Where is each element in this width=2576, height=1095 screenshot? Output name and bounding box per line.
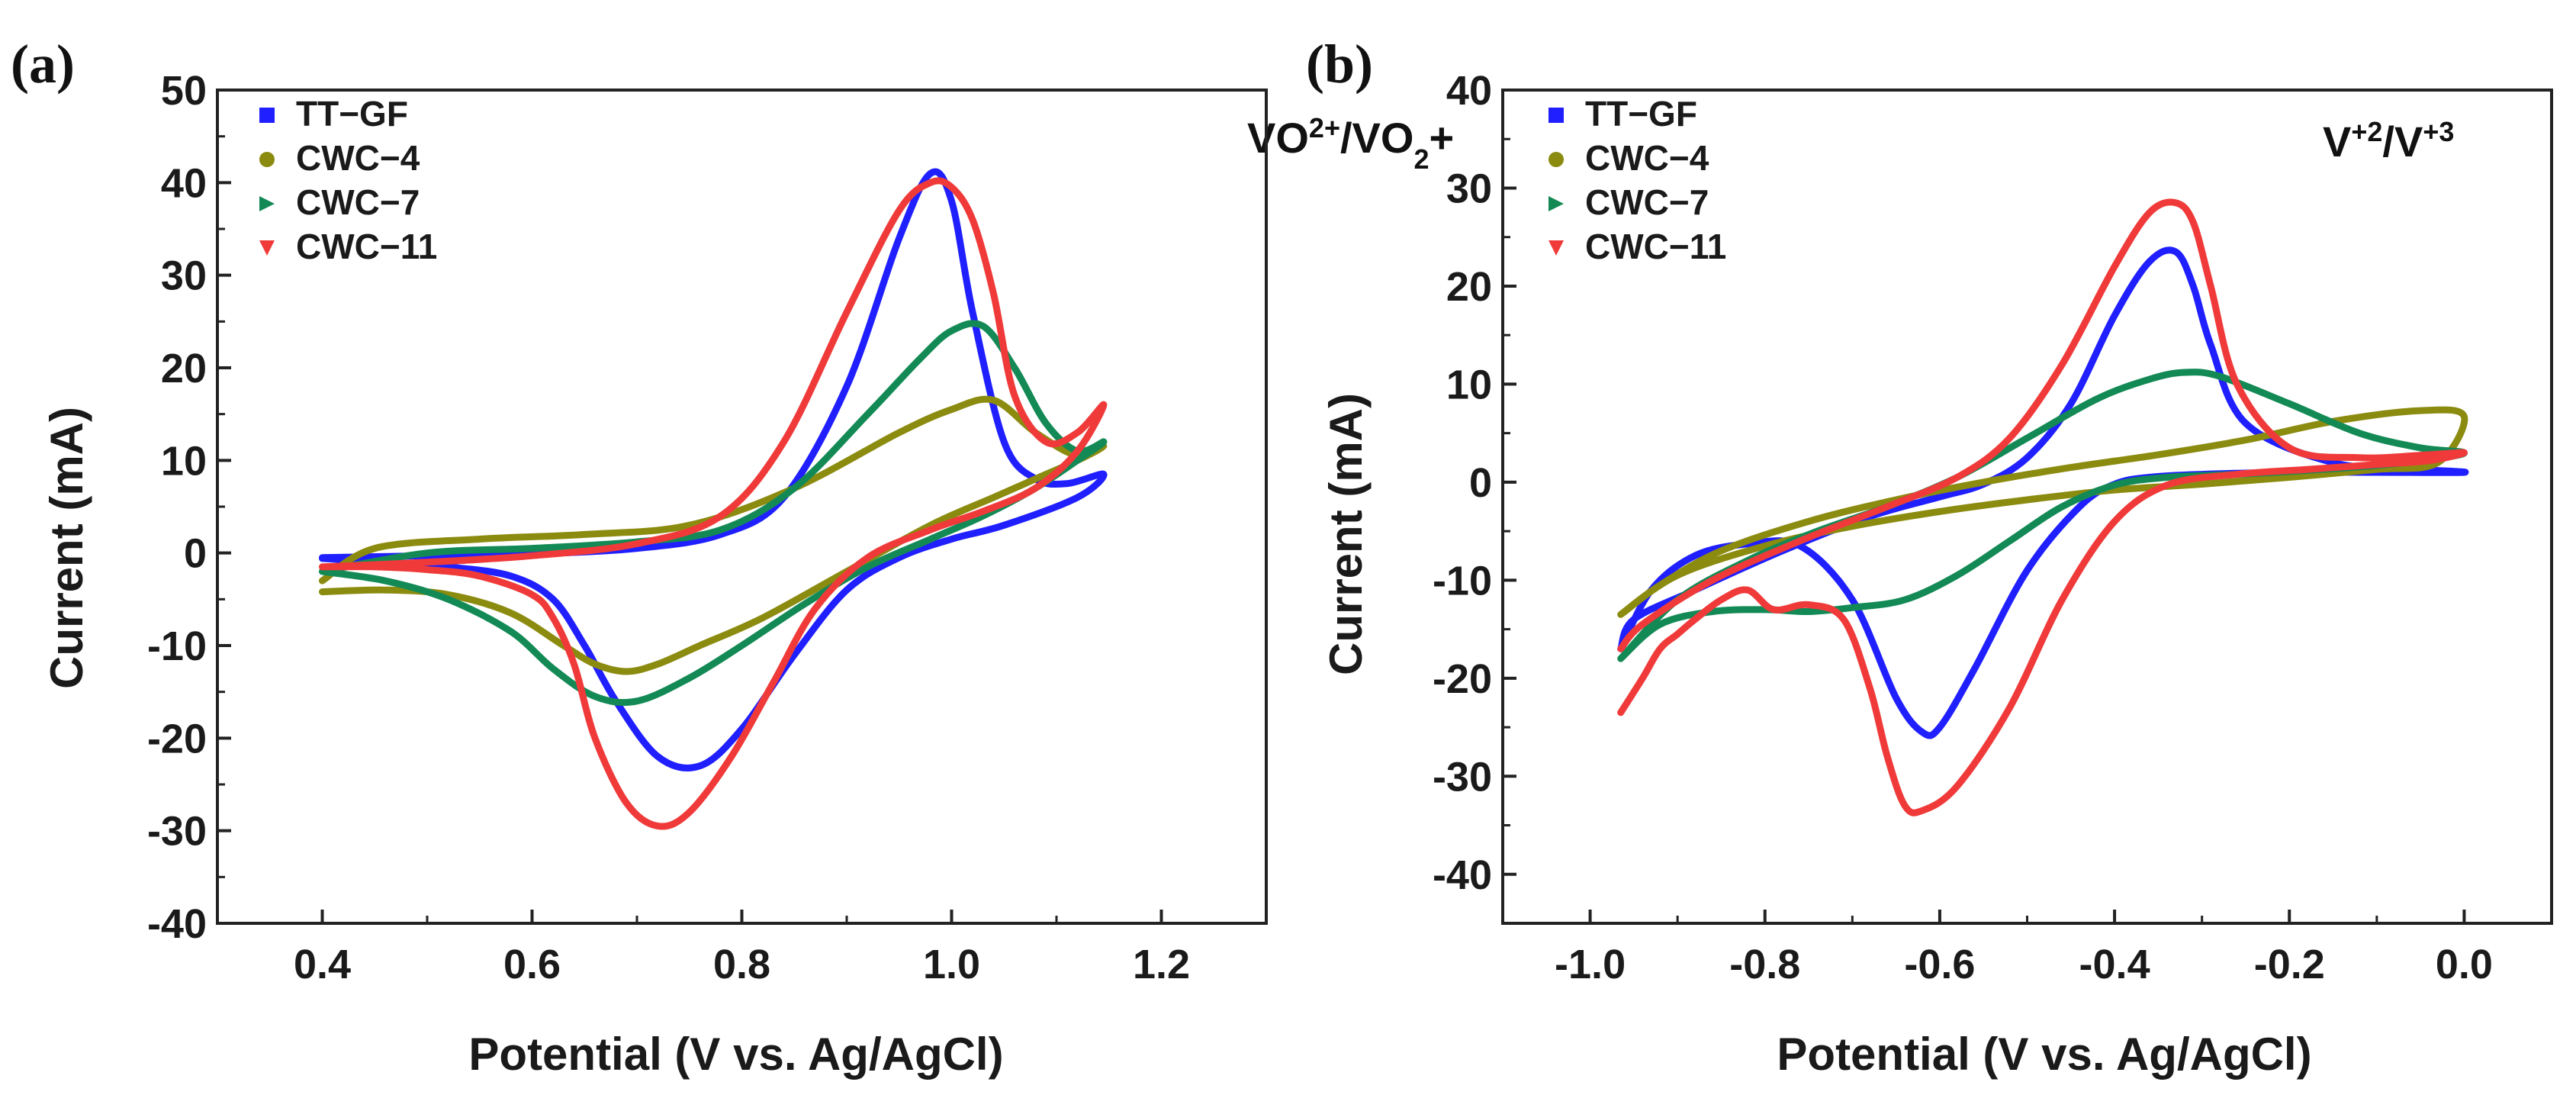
legend-marker-triangle-right-icon [259, 196, 275, 211]
y-tick-label: 40 [1446, 68, 1492, 114]
y-tick-label: 10 [161, 438, 207, 484]
series-line-cwc-11 [319, 177, 1108, 830]
y-tick-label: -10 [147, 623, 207, 669]
legend-label: CWC−11 [1585, 227, 1726, 266]
legend-label: CWC−7 [1585, 182, 1709, 222]
legend-label: CWC−4 [1585, 138, 1709, 178]
y-tick-label: -30 [147, 809, 207, 855]
series-line-tt-gf [1617, 246, 2469, 739]
x-tick-label: -0.6 [1904, 942, 1975, 987]
y-tick-label: 40 [161, 160, 207, 206]
plot-frame-b [1501, 89, 2553, 925]
legend-label: TT−GF [296, 94, 408, 134]
annotation-a: VO2+/VO2+ [1247, 112, 1454, 175]
x-tick-label: 1.0 [923, 942, 980, 987]
chart-panel-a: (a) VO2+/VO2+ Potential (V vs. Ag/AgCl) … [11, 34, 1454, 1080]
legend-marker-triangle-down-icon [259, 240, 275, 256]
x-tick-label: 1.2 [1133, 942, 1190, 987]
y-tick-label: 20 [161, 346, 207, 391]
chart-panel-b: (b) V+2/V+3 Potential (V vs. Ag/AgCl) Cu… [1306, 34, 2553, 1080]
legend-marker-square-icon [1548, 108, 1564, 123]
legend-marker-triangle-right-icon [1548, 196, 1564, 211]
y-tick-label: -40 [147, 901, 207, 947]
x-tick-label: -0.2 [2254, 942, 2325, 987]
legend-marker-circle-icon [259, 152, 275, 167]
y-tick-label: 0 [1469, 460, 1492, 506]
y-tick-label: -20 [147, 716, 207, 762]
x-axis-label-b: Potential (V vs. Ag/AgCl) [1777, 1029, 2311, 1080]
x-axis-label-a: Potential (V vs. Ag/AgCl) [468, 1029, 1003, 1080]
legend-label: CWC−11 [296, 227, 437, 266]
legend-marker-circle-icon [1548, 152, 1564, 167]
x-tick-label: -0.4 [2079, 942, 2150, 987]
y-tick-label: -10 [1433, 558, 1492, 604]
x-tick-label: -0.8 [1729, 942, 1800, 987]
y-tick-label: -40 [1433, 852, 1492, 898]
x-tick-label: 0.6 [503, 942, 561, 987]
x-tick-label: 0.8 [713, 942, 770, 987]
legend-marker-triangle-down-icon [1548, 240, 1564, 256]
y-tick-label: 10 [1446, 362, 1492, 407]
y-tick-label: 20 [1446, 264, 1492, 310]
series-line-cwc-4 [1617, 406, 2468, 618]
x-tick-label: 0.4 [294, 942, 351, 987]
y-tick-label: 50 [161, 68, 207, 114]
x-tick-label: -1.0 [1555, 942, 1626, 987]
plot-frame-a [216, 89, 1268, 925]
legend-label: CWC−4 [296, 138, 420, 178]
y-tick-label: -20 [1433, 656, 1492, 702]
x-tick-label: 0.0 [2436, 942, 2493, 987]
y-axis-label-b: Current (mA) [1320, 393, 1372, 675]
legend-label: CWC−7 [296, 182, 420, 222]
legend-marker-square-icon [259, 108, 275, 123]
y-axis-label-a: Current (mA) [41, 407, 92, 689]
series-line-cwc-7 [1617, 369, 2468, 662]
annotation-b: V+2/V+3 [2323, 116, 2454, 166]
legend-label: TT−GF [1585, 94, 1697, 134]
y-tick-label: 30 [161, 253, 207, 299]
panel-label-a: (a) [11, 34, 75, 95]
panel-label-b: (b) [1306, 34, 1373, 95]
y-tick-label: -30 [1433, 754, 1492, 800]
series-line-cwc-11 [1617, 198, 2468, 816]
y-tick-label: 30 [1446, 166, 1492, 211]
y-tick-label: 0 [184, 531, 207, 577]
